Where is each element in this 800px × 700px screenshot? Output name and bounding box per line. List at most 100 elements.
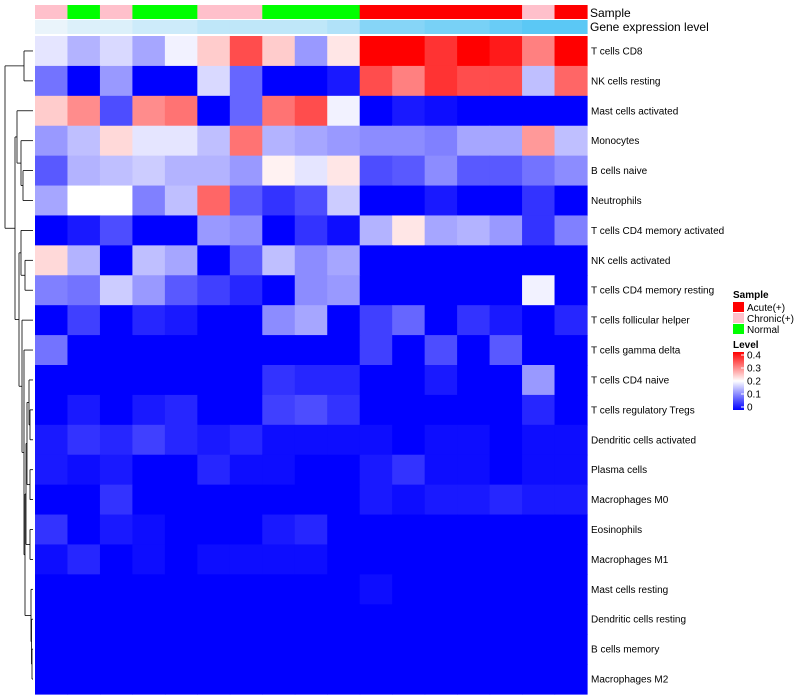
row-label: Mast cells resting [591,585,668,596]
expression-annotation-cell [457,20,491,34]
heatmap-cell [359,335,393,366]
heatmap-cell [424,335,458,366]
heatmap-cell [327,514,361,546]
heatmap-cell [294,424,328,456]
heatmap-cell [522,36,556,67]
heatmap-cell [229,604,263,635]
heatmap-cell [164,245,198,276]
heatmap-cell [457,454,491,486]
heatmap-cell [99,215,134,246]
heatmap-cell [99,335,134,366]
heatmap-cell [99,36,134,67]
heatmap-cell [229,634,263,665]
row-dendrogram [4,50,33,680]
heatmap-cell [489,424,523,456]
heatmap-cell [99,305,134,336]
heatmap-cell [262,215,296,246]
heatmap-cell [554,215,588,246]
heatmap-cell [294,634,328,665]
expression-annotation-cell [359,20,393,34]
heatmap-cell [294,95,328,127]
heatmap-cell [164,215,198,246]
heatmap-cell [35,185,69,217]
row-label: Macrophages M1 [591,555,669,566]
heatmap-cell [424,305,458,336]
heatmap-cell [35,335,69,366]
heatmap-cell [164,305,198,336]
heatmap-cell [164,125,198,157]
legend-label-normal: Normal [747,325,779,336]
heatmap-cell [164,484,198,516]
heatmap-cell [359,424,393,456]
row-label: T cells gamma delta [591,346,681,357]
heatmap-cell [229,454,263,486]
heatmap-cell [554,604,588,635]
heatmap-cell [229,664,263,695]
heatmap-cell [327,305,361,336]
heatmap-cell [294,305,328,336]
row-label: T cells CD4 naive [591,375,670,386]
heatmap-cell [522,574,556,605]
heatmap-cell [262,514,296,546]
heatmap-cell [132,454,166,486]
heatmap-cell [359,36,393,67]
heatmap-cell [262,394,296,426]
heatmap-cell [262,185,296,217]
heatmap-cell [522,275,556,306]
heatmap-cell [359,215,393,246]
heatmap-cell [35,484,69,516]
heatmap-cell [327,125,361,157]
heatmap-cell [554,365,588,396]
heatmap-cell [392,574,426,605]
heatmap-cell [294,454,328,486]
heatmap-cell [457,305,491,336]
heatmap-cell [392,335,426,366]
heatmap-cell [457,574,491,605]
heatmap-cell [489,664,523,695]
heatmap-cell [522,394,556,426]
heatmap-cell [554,634,588,665]
heatmap-cell [554,245,588,276]
heatmap-cell [392,484,426,516]
heatmap-cell [424,215,458,246]
heatmap-cell [424,36,458,67]
heatmap-cell [197,604,231,635]
heatmap-cell [132,604,166,635]
heatmap-cell [489,65,523,97]
heatmap-cell [35,634,69,665]
heatmap-cell [294,335,328,366]
heatmap-cell [359,514,393,546]
heatmap-cell [457,185,491,217]
legend-label-acute: Acute(+) [747,303,785,314]
sample-annotation-cell [327,5,361,19]
heatmap-cell [67,185,101,217]
heatmap-cell [522,65,556,97]
heatmap-cell [99,574,134,605]
heatmap-cell [132,275,166,306]
heatmap-cell [229,275,263,306]
sample-annotation-cell [392,5,426,19]
heatmap-cell [327,245,361,276]
level-colorbar [733,352,744,410]
expression-annotation-cell [489,20,523,34]
heatmap-cell [294,514,328,546]
heatmap-cell [457,215,491,246]
heatmap-cell [424,544,458,575]
heatmap-cell [424,155,458,187]
heatmap-cell [424,664,458,695]
heatmap-cell [132,155,166,187]
heatmap-cell [35,365,69,396]
heatmap-cell [262,604,296,635]
heatmap-cell [197,574,231,605]
heatmap-cell [522,424,556,456]
heatmap-cell [489,155,523,187]
heatmap-cell [359,484,393,516]
heatmap-cell [424,394,458,426]
heatmap-cell [392,544,426,575]
heatmap-cell [67,484,101,516]
heatmap-cell [327,574,361,605]
heatmap-cell [229,125,263,157]
heatmap-cell [35,305,69,336]
heatmap-cell [489,275,523,306]
heatmap-cell [392,125,426,157]
